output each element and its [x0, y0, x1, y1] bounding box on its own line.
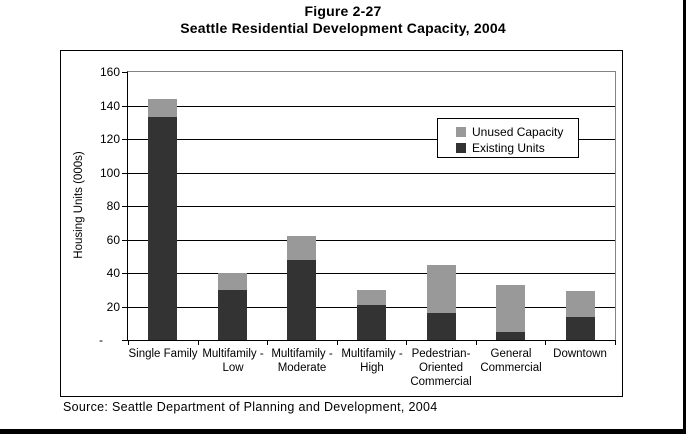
- x-category-label: Multifamily - Moderate: [264, 347, 340, 375]
- bar-segment-unused: [496, 285, 525, 332]
- x-category-label: Pedestrian- Oriented Commercial: [403, 347, 479, 389]
- x-tick-mark: [128, 340, 129, 345]
- gridline: [128, 206, 615, 207]
- x-category-label-line: Moderate: [277, 362, 327, 374]
- x-category-label-line: Commercial: [480, 362, 542, 374]
- gridline: [128, 240, 615, 241]
- gridline: [128, 273, 615, 274]
- y-tick-mark: [122, 240, 128, 241]
- y-tick-mark: [122, 106, 128, 107]
- x-tick-mark: [267, 340, 268, 345]
- x-category-label: Multifamily - Low: [195, 347, 271, 375]
- x-category-label-line: Low: [222, 362, 244, 374]
- y-tick-mark: [122, 173, 128, 174]
- bar-segment-unused: [218, 273, 247, 290]
- y-tick-mark: [122, 307, 128, 308]
- y-tick-mark: [122, 273, 128, 274]
- x-tick-mark: [615, 340, 616, 345]
- y-tick-label: -: [99, 333, 103, 347]
- bar-segment-existing: [496, 332, 525, 340]
- x-category-label-line: Multifamily -: [202, 348, 264, 360]
- x-category-label-line: Downtown: [553, 348, 607, 360]
- bar-segment-existing: [566, 317, 595, 340]
- x-category-label: General Commercial: [473, 347, 549, 375]
- y-tick-mark: [122, 340, 128, 341]
- x-category-label-line: Oriented: [418, 362, 464, 374]
- y-tick-label: 80: [106, 199, 120, 213]
- x-category-label-line: High: [360, 362, 384, 374]
- bar-segment-unused: [287, 236, 316, 260]
- x-tick-mark: [406, 340, 407, 345]
- plot-area: [127, 71, 616, 341]
- legend: Unused Capacity Existing Units: [437, 118, 579, 158]
- legend-item-label: Existing Units: [472, 141, 545, 155]
- y-tick-label: 100: [99, 166, 120, 180]
- bar-segment-unused: [357, 290, 386, 305]
- bar-segment-existing: [287, 260, 316, 340]
- figure-title-line1: Figure 2-27: [304, 3, 382, 19]
- x-category-label-line: Pedestrian-: [411, 348, 471, 360]
- figure-title-line2: Seattle Residential Development Capacity…: [180, 20, 506, 36]
- y-tick-label: 60: [106, 233, 120, 247]
- page-border-right: [683, 0, 686, 434]
- x-category-label-line: Commercial: [410, 376, 472, 388]
- bar-segment-existing: [357, 305, 386, 340]
- y-tick-mark: [122, 139, 128, 140]
- x-category-label-line: Single Family: [128, 348, 198, 360]
- x-category-label: Multifamily - High: [334, 347, 410, 375]
- legend-item-label: Unused Capacity: [472, 125, 564, 139]
- x-tick-mark: [545, 340, 546, 345]
- bar-segment-existing: [148, 117, 177, 340]
- y-tick-mark: [122, 72, 128, 73]
- y-tick-label: 20: [106, 300, 120, 314]
- x-category-label: Downtown: [542, 347, 618, 361]
- bar-segment-unused: [566, 291, 595, 317]
- gridline: [128, 139, 615, 140]
- x-category-label-line: General: [490, 348, 532, 360]
- legend-marker-swatch: [456, 127, 466, 137]
- legend-marker-swatch: [456, 143, 466, 153]
- x-category-label-line: Multifamily -: [271, 348, 333, 360]
- x-category-label-line: Multifamily -: [341, 348, 403, 360]
- legend-item: Unused Capacity: [456, 125, 578, 139]
- y-tick-label: 140: [99, 99, 120, 113]
- y-tick-label: 160: [99, 65, 120, 79]
- gridline: [128, 173, 615, 174]
- gridline: [128, 106, 615, 107]
- y-tick-label: 40: [106, 266, 120, 280]
- x-tick-mark: [198, 340, 199, 345]
- x-tick-mark: [337, 340, 338, 345]
- legend-item: Existing Units: [456, 141, 578, 155]
- x-tick-mark: [476, 340, 477, 345]
- y-tick-mark: [122, 206, 128, 207]
- page-border-bottom: [0, 429, 686, 434]
- source-note: Source: Seattle Department of Planning a…: [63, 400, 438, 414]
- figure-title: Figure 2-27 Seattle Residential Developm…: [0, 3, 686, 37]
- bar-segment-unused: [427, 265, 456, 313]
- x-category-label: Single Family: [125, 347, 201, 361]
- bar-segment-unused: [148, 99, 177, 117]
- bar-segment-existing: [218, 290, 247, 340]
- y-tick-label: 120: [99, 132, 120, 146]
- bar-segment-existing: [427, 313, 456, 340]
